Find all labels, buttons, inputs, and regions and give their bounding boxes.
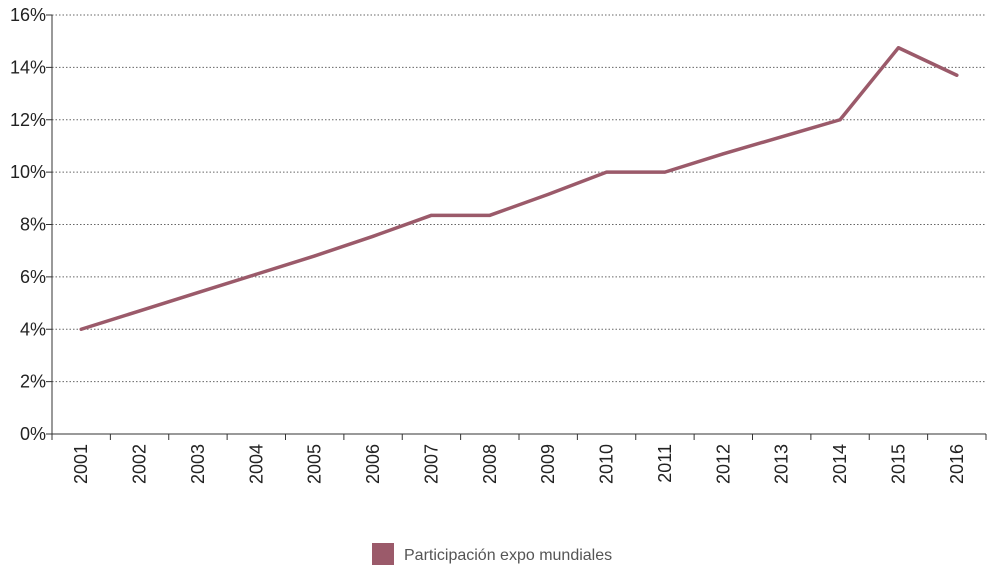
x-tick-label: 2005 xyxy=(305,444,325,484)
data-point xyxy=(896,46,900,50)
legend: Participación expo mundiales xyxy=(372,543,612,565)
data-point xyxy=(955,73,959,77)
x-tick-label: 2016 xyxy=(947,444,967,484)
legend-label: Participación expo mundiales xyxy=(404,547,612,564)
data-point xyxy=(313,254,317,258)
data-point xyxy=(663,170,667,174)
x-tick-label: 2002 xyxy=(130,444,150,484)
data-point xyxy=(838,118,842,122)
data-point xyxy=(605,170,609,174)
y-tick-label: 4% xyxy=(20,319,46,339)
x-tick-label: 2004 xyxy=(246,444,266,484)
x-tick-label: 2009 xyxy=(538,444,558,484)
gridlines xyxy=(52,14,986,383)
y-tick-label: 0% xyxy=(20,424,46,444)
data-point xyxy=(488,213,492,217)
x-tick-label: 2011 xyxy=(655,444,675,483)
data-point xyxy=(79,327,83,331)
y-tick-label: 2% xyxy=(20,372,46,392)
data-point xyxy=(138,309,142,313)
series-group xyxy=(79,45,959,331)
y-tick-label: 10% xyxy=(10,162,46,182)
data-point xyxy=(254,272,258,276)
legend-swatch xyxy=(372,543,394,565)
y-tick-label: 14% xyxy=(10,57,46,77)
x-tick-label: 2008 xyxy=(480,444,500,484)
x-tick-label: 2003 xyxy=(188,444,208,484)
data-point xyxy=(371,234,375,238)
x-axis-ticks: 2001 2002 2003 2004 2005 2006 2007 2008 2009 2010… xyxy=(51,434,987,484)
y-tick-label: 6% xyxy=(20,267,46,287)
data-point xyxy=(721,152,725,156)
data-point xyxy=(429,213,433,217)
x-tick-label: 2015 xyxy=(888,444,908,484)
data-point xyxy=(196,291,200,295)
x-tick-label: 2013 xyxy=(772,444,792,484)
x-tick-label: 2014 xyxy=(830,444,850,484)
data-point xyxy=(546,192,550,196)
x-tick-label: 2010 xyxy=(597,444,617,484)
y-tick-label: 16% xyxy=(10,5,46,25)
x-tick-label: 2006 xyxy=(363,444,383,484)
x-tick-label: 2012 xyxy=(713,444,733,484)
x-tick-label: 2007 xyxy=(421,444,441,484)
y-tick-label: 12% xyxy=(10,110,46,130)
data-point xyxy=(780,135,784,139)
y-tick-label: 8% xyxy=(20,215,46,235)
y-axis-ticks: 0% 2% 4% 6% 8% 10% 12% 14% 16% xyxy=(10,5,52,444)
x-tick-label: 2001 xyxy=(71,444,91,484)
series-line xyxy=(79,45,959,331)
